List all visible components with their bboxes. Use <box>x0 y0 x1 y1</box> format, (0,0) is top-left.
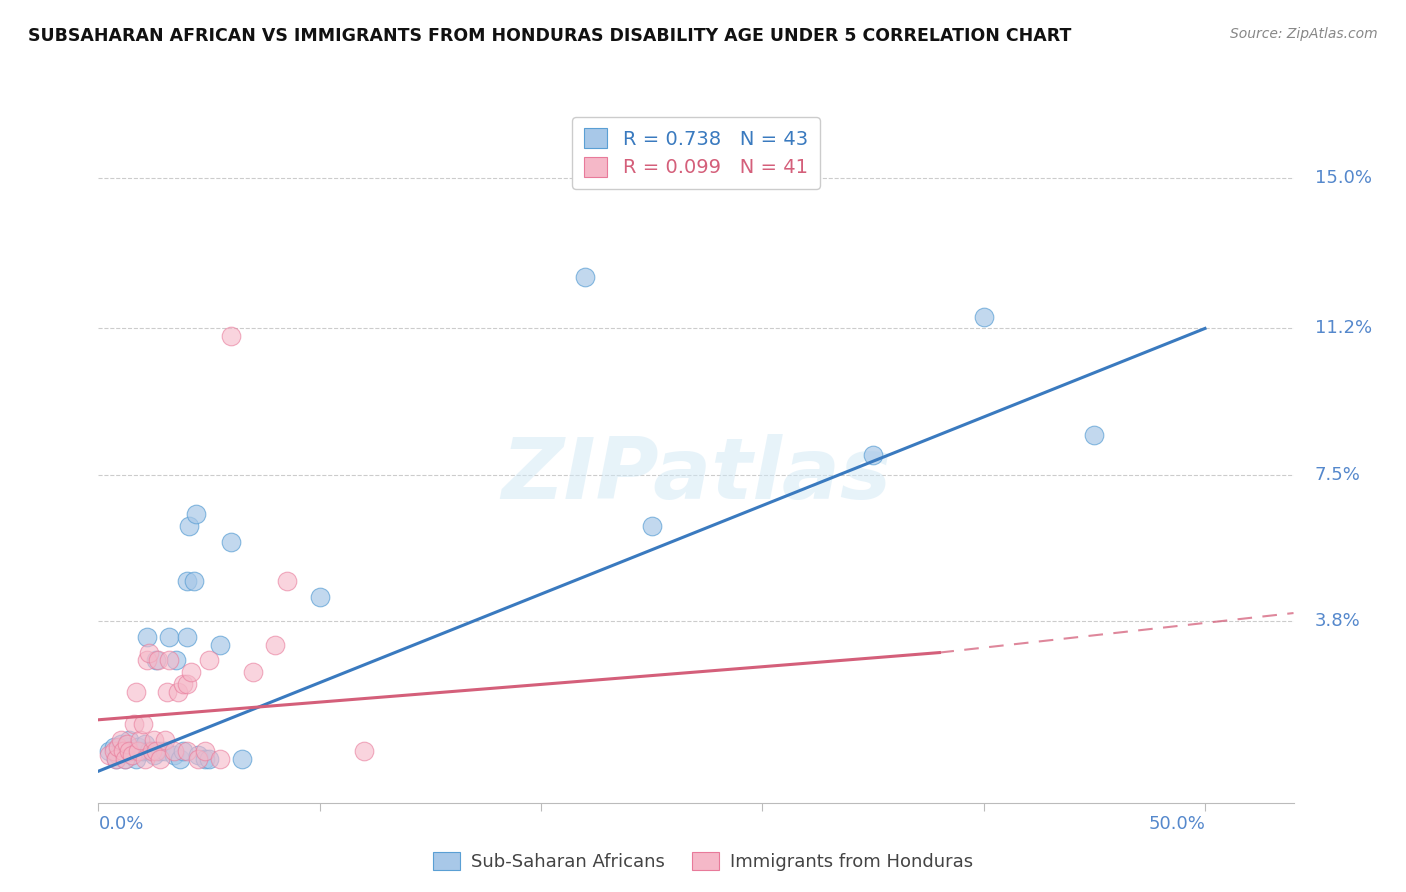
Legend: Sub-Saharan Africans, Immigrants from Honduras: Sub-Saharan Africans, Immigrants from Ho… <box>426 845 980 879</box>
Point <box>105 752 128 766</box>
Point <box>172 677 194 691</box>
Point <box>194 744 217 758</box>
Point <box>138 744 160 758</box>
Point <box>103 740 125 755</box>
Point <box>138 646 160 660</box>
Point <box>641 519 664 533</box>
Point <box>121 748 143 763</box>
Point <box>127 740 149 755</box>
Legend: R = 0.738   N = 43, R = 0.099   N = 41: R = 0.738 N = 43, R = 0.099 N = 41 <box>572 117 820 189</box>
Point <box>194 752 217 766</box>
Point <box>145 744 167 758</box>
Point <box>176 630 198 644</box>
Point <box>107 748 129 763</box>
Point <box>134 752 156 766</box>
Point <box>149 744 172 758</box>
Point <box>187 748 209 763</box>
Point <box>209 638 232 652</box>
Point <box>153 744 176 758</box>
Text: 15.0%: 15.0% <box>1315 169 1372 187</box>
Point <box>157 653 180 667</box>
Point <box>98 744 121 758</box>
Point <box>103 744 125 758</box>
Point <box>134 737 156 751</box>
Point <box>125 685 148 699</box>
Point <box>141 744 163 758</box>
Point <box>121 748 143 763</box>
Point <box>231 752 253 766</box>
Point <box>183 574 205 589</box>
Point <box>973 310 995 324</box>
Point <box>1083 428 1105 442</box>
Text: 3.8%: 3.8% <box>1315 612 1361 630</box>
Point <box>111 744 134 758</box>
Point <box>176 744 198 758</box>
Point <box>114 752 136 766</box>
Point <box>187 752 209 766</box>
Point <box>308 591 330 605</box>
Point <box>153 732 176 747</box>
Point <box>149 752 172 766</box>
Point <box>219 329 242 343</box>
Text: SUBSAHARAN AFRICAN VS IMMIGRANTS FROM HONDURAS DISABILITY AGE UNDER 5 CORRELATIO: SUBSAHARAN AFRICAN VS IMMIGRANTS FROM HO… <box>28 27 1071 45</box>
Point <box>198 752 221 766</box>
Point <box>98 748 121 763</box>
Point <box>118 744 141 758</box>
Point <box>148 653 170 667</box>
Point <box>129 732 152 747</box>
Point <box>131 716 153 731</box>
Text: 7.5%: 7.5% <box>1315 466 1361 483</box>
Point <box>115 740 138 755</box>
Text: 11.2%: 11.2% <box>1315 319 1372 337</box>
Point <box>122 744 145 758</box>
Point <box>172 744 194 758</box>
Point <box>163 744 186 758</box>
Point <box>142 748 165 763</box>
Point <box>353 744 375 758</box>
Text: 50.0%: 50.0% <box>1149 815 1205 833</box>
Point <box>110 732 132 747</box>
Point <box>180 665 202 680</box>
Point <box>276 574 298 589</box>
Point <box>156 685 179 699</box>
Text: 0.0%: 0.0% <box>98 815 143 833</box>
Text: ZIPatlas: ZIPatlas <box>501 434 891 517</box>
Point <box>110 737 132 751</box>
Point <box>107 740 129 755</box>
Point <box>179 519 201 533</box>
Point <box>165 653 187 667</box>
Point <box>136 630 159 644</box>
Point <box>167 685 190 699</box>
Point <box>574 270 596 285</box>
Point <box>264 638 287 652</box>
Point <box>184 507 207 521</box>
Point <box>219 534 242 549</box>
Point <box>145 653 167 667</box>
Point <box>122 716 145 731</box>
Point <box>105 752 128 766</box>
Point <box>115 737 138 751</box>
Point <box>862 448 884 462</box>
Point <box>198 653 221 667</box>
Point <box>209 752 232 766</box>
Point <box>127 744 149 758</box>
Point <box>136 653 159 667</box>
Text: Source: ZipAtlas.com: Source: ZipAtlas.com <box>1230 27 1378 41</box>
Point <box>169 752 191 766</box>
Point <box>131 744 153 758</box>
Point <box>142 732 165 747</box>
Point <box>157 630 180 644</box>
Point <box>176 677 198 691</box>
Point <box>163 748 186 763</box>
Point <box>118 732 141 747</box>
Point <box>114 752 136 766</box>
Point <box>176 574 198 589</box>
Point <box>242 665 264 680</box>
Point <box>111 744 134 758</box>
Point <box>125 752 148 766</box>
